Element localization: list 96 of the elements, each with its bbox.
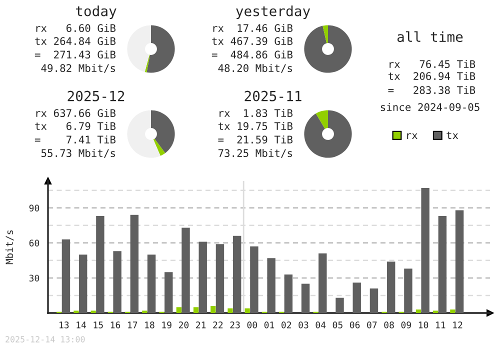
donut-slice: [304, 25, 352, 73]
bar: [164, 272, 173, 313]
bar: [113, 251, 122, 313]
bar: [267, 258, 276, 313]
donut-slice: [144, 54, 150, 72]
text: tx 206.94 TiB: [388, 72, 476, 80]
text: 49.82 Mbit/s: [41, 64, 115, 73]
donut-slice: [316, 110, 328, 129]
text: 48.20 Mbit/s: [218, 64, 292, 73]
bar: [130, 214, 139, 313]
x-tick-label: 22: [213, 322, 223, 328]
legend-label: rx: [407, 133, 418, 140]
bar: [336, 298, 344, 313]
bar: [182, 228, 190, 313]
x-tick-label: 00: [247, 322, 257, 328]
y-tick-label: 30: [29, 274, 40, 282]
x-tick-label: 12: [453, 322, 462, 328]
x-tick-label: 03: [298, 322, 308, 328]
bar: [250, 246, 258, 313]
y-tick-label: 60: [29, 240, 40, 246]
bar: [210, 306, 216, 313]
donut-slice: [304, 110, 352, 158]
text: rx 6.60 GiB: [36, 24, 116, 32]
bar: [147, 254, 156, 313]
donut-slice: [151, 110, 175, 154]
text: = 484.86 GiB: [212, 50, 293, 59]
y-axis-title: Mbit/s: [6, 230, 14, 264]
x-tick-label: 06: [350, 322, 360, 328]
bar: [96, 216, 104, 313]
bar: [386, 262, 396, 313]
bar: [404, 268, 412, 313]
bar: [284, 274, 293, 313]
x-tick-label: 16: [110, 322, 120, 328]
bar: [352, 282, 361, 313]
donut-slice: [146, 25, 175, 73]
y-tick-label: 90: [29, 204, 40, 212]
x-tick-label: 09: [401, 322, 411, 328]
bar: [193, 307, 199, 313]
bar: [228, 308, 233, 313]
bar: [370, 288, 378, 313]
bar: [232, 236, 242, 313]
bar: [450, 309, 456, 313]
bar: [216, 244, 224, 313]
x-tick-label: 14: [76, 322, 86, 328]
x-tick-label: 05: [332, 322, 342, 328]
x-tick-label: 20: [178, 322, 189, 328]
text: rx 637.66 GiB: [36, 108, 116, 118]
legend-label: tx: [446, 132, 458, 140]
text: = 271.43 GiB: [34, 50, 116, 59]
chart-title: 2025-11: [244, 90, 302, 102]
chart-title: yesterday: [236, 6, 310, 19]
chart-title: today: [76, 6, 116, 19]
bar: [78, 254, 88, 313]
bar: [244, 308, 250, 313]
bar: [421, 188, 430, 313]
x-tick-label: 07: [367, 322, 377, 328]
x-tick-label: 02: [282, 322, 292, 328]
text: since 2024-09-05: [380, 102, 480, 112]
text: rx 17.46 GiB: [213, 24, 293, 32]
text: 73.25 Mbit/s: [218, 148, 292, 158]
bar: [416, 309, 422, 313]
x-tick-label: 11: [436, 322, 446, 328]
text: rx 76.45 TiB: [390, 60, 476, 68]
donut-slice: [127, 110, 160, 158]
text: tx 264.84 GiB: [35, 36, 116, 46]
bar: [198, 242, 207, 313]
text: tx 19.75 TiB: [218, 122, 293, 130]
bar: [301, 284, 310, 313]
bar: [438, 216, 447, 313]
x-tick-label: 13: [60, 322, 69, 328]
x-tick-label: 17: [128, 322, 138, 328]
donut-slice: [322, 25, 328, 44]
x-tick-label: 23: [230, 322, 240, 328]
x-tick-label: 04: [316, 322, 326, 328]
x-tick-label: 15: [94, 322, 103, 328]
text: tx 6.79 TiB: [35, 122, 116, 130]
x-tick-label: 01: [264, 322, 274, 328]
donut-slice: [127, 25, 151, 72]
x-tick-label: 21: [196, 322, 206, 328]
x-tick-label: 18: [145, 322, 154, 328]
text: = 21.59 TiB: [218, 135, 293, 144]
bar: [455, 210, 464, 313]
donut-slice: [153, 138, 166, 156]
text: rx 1.83 TiB: [220, 108, 293, 118]
text: = 283.38 TiB: [388, 86, 476, 94]
x-tick-label: 19: [162, 322, 172, 328]
text: tx 467.39 GiB: [212, 36, 293, 46]
bar: [318, 253, 327, 313]
text: = 7.41 TiB: [34, 135, 116, 144]
x-tick-label: 10: [418, 322, 428, 328]
x-tick-label: 08: [384, 322, 394, 328]
bar: [62, 239, 70, 313]
text: 55.73 Mbit/s: [41, 148, 115, 158]
chart-title: 2025-12: [68, 90, 124, 102]
text: all time: [397, 31, 463, 42]
bar: [176, 307, 182, 313]
